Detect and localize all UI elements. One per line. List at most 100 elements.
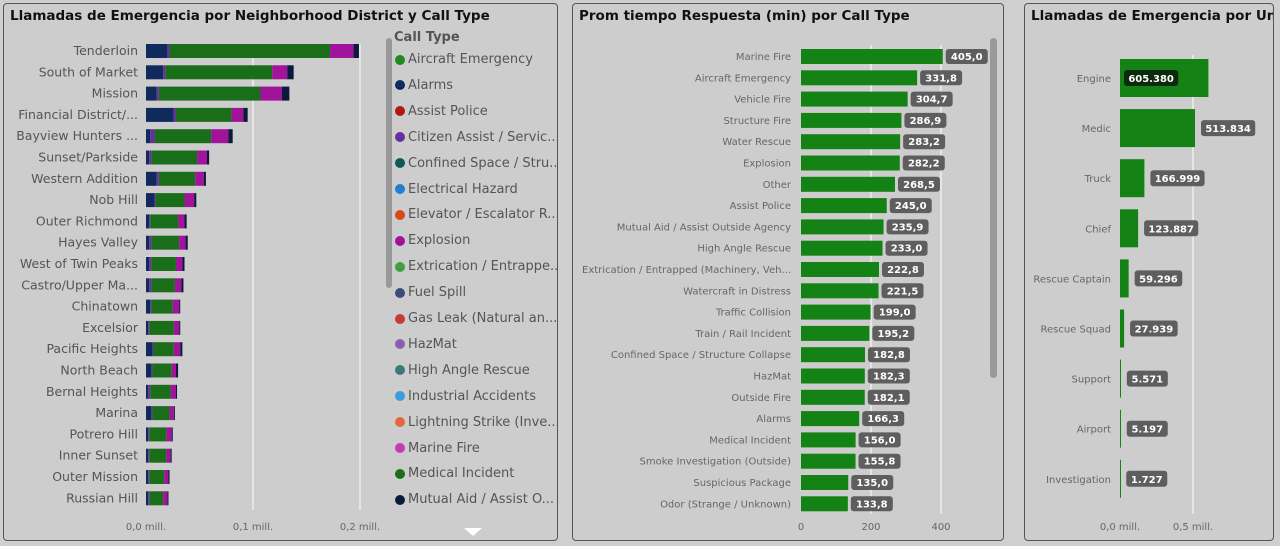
legend-marker (395, 287, 405, 298)
legend-item[interactable]: Citizen Assist / Servic... (395, 130, 557, 145)
bar-segment (146, 171, 157, 186)
data-label-background (862, 411, 905, 427)
category-label: Medic (1082, 124, 1111, 135)
category-label: Confined Space / Structure Collapse (611, 350, 791, 361)
legend-scrollbar[interactable] (386, 38, 392, 288)
bar-segment (152, 342, 154, 357)
bar-segment (146, 150, 150, 165)
category-label: Inner Sunset (59, 448, 138, 463)
bar (801, 325, 870, 341)
legend-label: Alarms (408, 77, 454, 93)
bar (801, 112, 902, 128)
data-label: 135,0 (856, 478, 888, 489)
legend-item[interactable]: Lightning Strike (Inve... (395, 415, 557, 430)
unit-type-bar-chart[interactable]: 0,0 mill. 0,5 mill. Engine 605.380 Medic 513.… (1025, 18, 1271, 538)
bar-segment (149, 448, 167, 463)
bar-segment (150, 384, 171, 399)
bar-segment (243, 107, 248, 122)
data-label: 233,0 (891, 244, 923, 255)
legend-item[interactable]: Elevator / Escalator R... (395, 207, 557, 222)
category-label: Truck (1084, 174, 1112, 185)
legend-label: Confined Space / Stru... (408, 155, 558, 171)
legend-item[interactable]: Marine Fire (395, 441, 480, 456)
category-label: Nob Hill (89, 192, 138, 207)
legend-item[interactable]: Assist Police (395, 104, 488, 119)
bar-segment (148, 384, 151, 399)
category-label: Watercraft in Distress (683, 286, 791, 297)
legend-marker (395, 261, 405, 272)
chart-scrollbar[interactable] (990, 38, 997, 378)
category-label: Airport (1077, 425, 1111, 436)
bar-segment (150, 129, 155, 144)
legend-item[interactable]: Aircraft Emergency (395, 52, 533, 67)
bar (1120, 309, 1125, 348)
bar-segment (281, 86, 290, 101)
legend-item[interactable]: Gas Leak (Natural an... (395, 311, 557, 326)
category-label: Pacific Heights (46, 341, 138, 356)
data-label: 27.939 (1135, 325, 1174, 336)
category-label: Chinatown (72, 299, 138, 314)
bar-segment (175, 384, 178, 399)
bar-segment (151, 150, 198, 165)
bar-segment (175, 363, 179, 378)
data-label: 195,2 (877, 329, 909, 340)
neighborhood-stacked-bar-chart[interactable]: 0,0 mill. 0,1 mill. 0,2 mill. Tenderloin Sou… (4, 18, 382, 538)
legend-label: Gas Leak (Natural an... (408, 311, 558, 326)
bar-segment (151, 299, 173, 314)
legend-item[interactable]: Extrication / Entrappe... (395, 259, 557, 274)
category-label: West of Twin Peaks (20, 256, 138, 271)
bar-segment (158, 86, 261, 101)
legend-marker (395, 365, 405, 376)
legend-item[interactable]: Alarms (395, 78, 453, 93)
bar (801, 155, 900, 171)
bar (1120, 259, 1129, 298)
legend-item[interactable]: Confined Space / Stru... (395, 155, 558, 171)
bar-segment (151, 406, 153, 421)
bar-segment (194, 193, 197, 208)
category-label: Suspicious Package (693, 478, 791, 489)
category-label: Rescue Captain (1033, 274, 1111, 285)
legend-item[interactable]: Mutual Aid / Assist O... (395, 492, 554, 507)
bar (801, 496, 848, 512)
bar-segment (146, 193, 155, 208)
bar-segment (148, 448, 150, 463)
bar-segment (170, 448, 172, 463)
legend-item[interactable]: High Angle Rescue (395, 363, 530, 378)
data-label-background (945, 49, 988, 64)
bar-segment (151, 278, 175, 293)
bar-segment (155, 193, 185, 208)
legend-item[interactable]: Medical Incident (395, 466, 514, 481)
bar-segment (272, 65, 288, 80)
legend-item[interactable]: Industrial Accidents (395, 389, 536, 404)
data-label-background (897, 176, 940, 192)
response-time-bar-chart[interactable]: 0 200 400 Marine Fire 405,0 Aircraft Emergenc… (573, 18, 993, 538)
data-label-background (1126, 370, 1168, 387)
legend-marker (395, 158, 405, 169)
chevron-down-icon[interactable] (464, 528, 482, 536)
legend-item[interactable]: Explosion (395, 233, 470, 248)
data-label: 286,9 (910, 116, 942, 127)
bar-segment (146, 257, 150, 271)
neighborhood-chart-panel: Llamadas de Emergencia por Neighborhood … (3, 3, 558, 541)
bar (1120, 209, 1139, 248)
bar-segment (154, 129, 212, 144)
legend-item[interactable]: Fuel Spill (395, 285, 466, 300)
bar-segment (146, 214, 150, 229)
category-label: Marina (95, 405, 138, 420)
bar-segment (148, 427, 150, 442)
legend-item[interactable]: HazMat (395, 337, 457, 352)
bar-segment (146, 342, 153, 357)
legend-marker (395, 313, 405, 324)
bar-segment (185, 235, 188, 250)
category-label: Hayes Valley (58, 235, 139, 250)
bar (801, 453, 856, 469)
bar-segment (173, 342, 181, 357)
data-label: 235,9 (892, 222, 924, 233)
category-label: Vehicle Fire (734, 95, 791, 106)
bar-segment (149, 470, 165, 484)
bar-segment (150, 214, 179, 229)
bar-segment (168, 470, 170, 484)
bar-segment (178, 214, 185, 229)
legend-item[interactable]: Electrical Hazard (395, 182, 518, 197)
panel-title: Llamadas de Emergencia por Neighborhood … (10, 8, 490, 24)
